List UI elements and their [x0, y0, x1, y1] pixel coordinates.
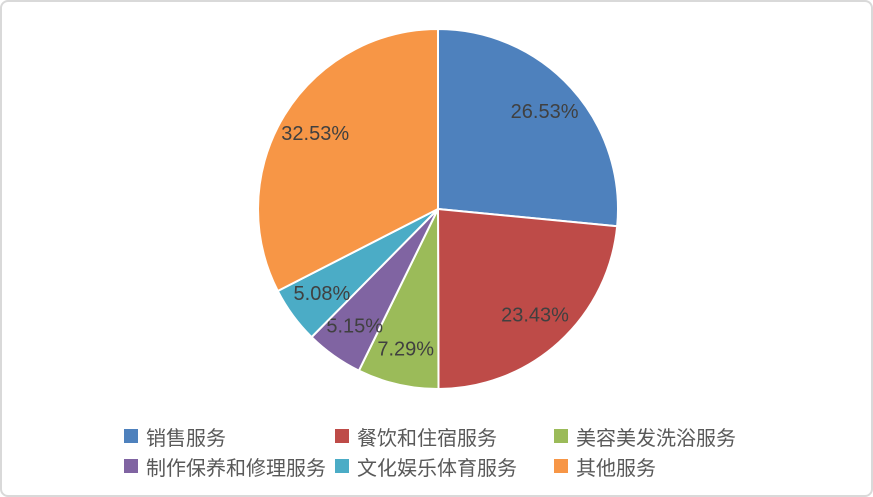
data-label-1: 23.43%	[501, 305, 569, 327]
legend-item-0[interactable]: 销售服务	[124, 423, 335, 450]
data-label-3: 5.15%	[326, 316, 383, 338]
legend-label: 文化娱乐体育服务	[357, 457, 517, 480]
legend-swatch-icon	[335, 429, 349, 443]
legend-swatch-icon	[554, 429, 568, 443]
data-label-4: 5.08%	[294, 283, 351, 305]
legend-swatch-icon	[124, 429, 138, 443]
legend-swatch-icon	[335, 459, 349, 473]
legend-label: 美容美发洗浴服务	[576, 427, 736, 450]
legend-item-2[interactable]: 美容美发洗浴服务	[554, 423, 824, 450]
data-label-0: 26.53%	[511, 101, 579, 123]
legend-item-4[interactable]: 文化娱乐体育服务	[335, 453, 554, 480]
pie-slice-5[interactable]	[257, 28, 439, 292]
pie-slice-1[interactable]	[437, 208, 619, 390]
data-label-5: 32.53%	[281, 123, 349, 145]
legend-label: 制作保养和修理服务	[146, 457, 326, 480]
legend-item-1[interactable]: 餐饮和住宿服务	[335, 423, 554, 450]
legend-label: 餐饮和住宿服务	[357, 427, 497, 450]
legend-swatch-icon	[124, 459, 138, 473]
chart-legend: 销售服务 餐饮和住宿服务 美容美发洗浴服务制作保养和修理服务 文化娱乐体育服务 其他服务	[124, 423, 824, 480]
legend-label: 其他服务	[576, 457, 656, 480]
legend-item-3[interactable]: 制作保养和修理服务	[124, 453, 335, 480]
legend-swatch-icon	[554, 459, 568, 473]
legend-label: 销售服务	[146, 427, 226, 450]
pie-chart-svg: 26.53% 23.43% 7.29%5.15% 5.08% 32.53%	[257, 28, 619, 391]
data-label-2: 7.29%	[377, 338, 434, 360]
pie-slice-0[interactable]	[437, 28, 619, 228]
legend-item-5[interactable]: 其他服务	[554, 453, 824, 480]
